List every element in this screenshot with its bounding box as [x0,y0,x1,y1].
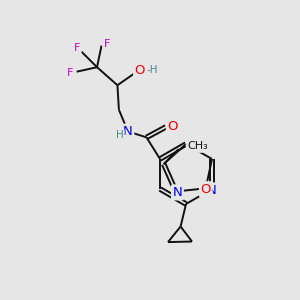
Text: -H: -H [146,65,158,75]
Text: H: H [116,130,123,140]
Text: F: F [74,43,80,53]
Text: O: O [167,120,178,134]
Text: F: F [67,68,73,78]
Text: N: N [172,186,182,199]
Text: O: O [135,64,145,77]
Text: N: N [123,125,133,138]
Text: O: O [200,183,211,196]
Text: F: F [104,39,110,49]
Text: CH₃: CH₃ [187,142,208,152]
Text: N: N [207,184,217,197]
